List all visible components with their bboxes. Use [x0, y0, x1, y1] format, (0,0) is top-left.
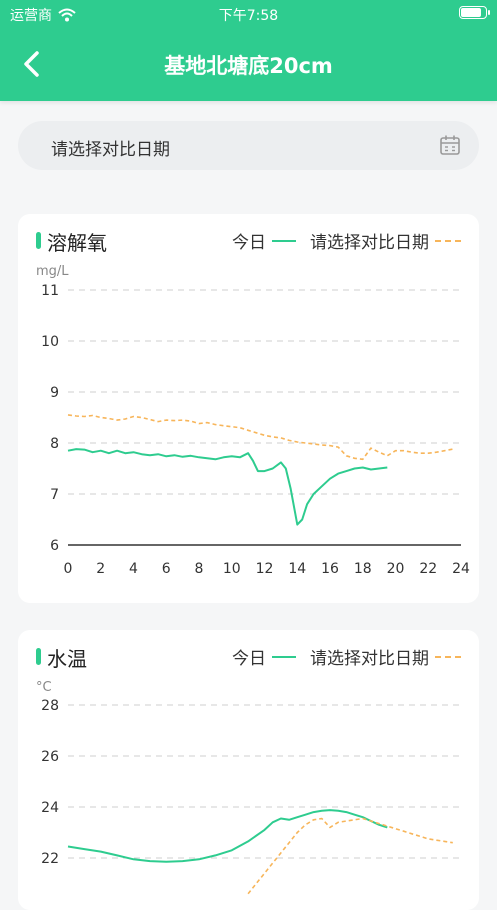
title-accent-bar	[36, 648, 41, 665]
x-tick-label: 2	[96, 561, 105, 577]
compare-date-picker[interactable]: 请选择对比日期	[18, 121, 479, 170]
chart-legend: 今日 请选择对比日期	[232, 644, 461, 669]
title-accent-bar	[36, 232, 41, 249]
x-tick-label: 8	[195, 561, 204, 577]
legend-label-compare: 请选择对比日期	[310, 649, 429, 669]
status-bar: 运营商 下午7:58	[0, 0, 497, 30]
chart-card-header: 溶解氧 今日 请选择对比日期	[18, 214, 479, 264]
x-tick-label: 16	[321, 561, 339, 577]
y-tick-label: 24	[41, 800, 59, 816]
legend-swatch-solid	[272, 655, 296, 658]
x-tick-label: 24	[452, 561, 470, 577]
app-header: 运营商 下午7:58 基地北塘底20cm	[0, 0, 497, 101]
y-tick-label: 28	[41, 698, 59, 714]
y-tick-label: 7	[50, 487, 59, 503]
nav-bar: 基地北塘底20cm	[0, 34, 497, 94]
legend-label-compare: 请选择对比日期	[310, 233, 429, 253]
x-tick-label: 20	[387, 561, 405, 577]
calendar-icon	[440, 135, 460, 155]
y-tick-label: 8	[50, 436, 59, 452]
carrier-label: 运营商	[10, 8, 52, 24]
series-line-compare	[67, 414, 453, 461]
y-unit-label: °C	[36, 680, 52, 695]
x-tick-label: 4	[129, 561, 138, 577]
legend-item-today[interactable]: 今日	[232, 644, 310, 669]
series-line-today	[67, 809, 388, 863]
y-tick-label: 9	[50, 385, 59, 401]
page-title: 基地北塘底20cm	[164, 54, 333, 78]
battery-icon	[459, 6, 490, 19]
water-temperature-chart: °C 22 24 26 28	[36, 680, 461, 895]
legend-label-today: 今日	[232, 233, 266, 253]
chart-legend: 今日 请选择对比日期	[232, 228, 461, 253]
legend-swatch-dashed	[435, 655, 461, 658]
legend-item-compare[interactable]: 请选择对比日期	[310, 644, 461, 669]
y-tick-label: 11	[41, 283, 59, 299]
x-tick-label: 22	[419, 561, 437, 577]
carrier-group: 运营商	[10, 5, 76, 25]
legend-swatch-solid	[272, 239, 296, 242]
legend-item-compare[interactable]: 请选择对比日期	[310, 228, 461, 253]
chart-title: 溶解氧	[47, 231, 107, 255]
y-tick-label: 10	[41, 334, 59, 350]
x-tick-label: 14	[288, 561, 306, 577]
chart-card-water-temperature: 水温 今日 请选择对比日期 °C 22 24 26 28	[18, 630, 479, 910]
y-tick-label: 22	[41, 851, 59, 867]
legend-item-today[interactable]: 今日	[232, 228, 310, 253]
series-line-today	[67, 448, 388, 526]
chart-card-header: 水温 今日 请选择对比日期	[18, 630, 479, 680]
chevron-left-icon	[24, 51, 39, 77]
compare-date-placeholder: 请选择对比日期	[51, 140, 170, 160]
back-button[interactable]	[12, 42, 52, 86]
y-tick-label: 6	[50, 538, 59, 554]
chart-title: 水温	[47, 647, 87, 671]
x-tick-label: 12	[256, 561, 274, 577]
x-tick-label: 10	[223, 561, 241, 577]
x-tick-label: 6	[162, 561, 171, 577]
status-time: 下午7:58	[218, 8, 279, 24]
x-tick-label: 18	[354, 561, 372, 577]
series-line-compare	[247, 817, 453, 895]
x-tick-label: 0	[64, 561, 73, 577]
y-tick-label: 26	[41, 749, 59, 765]
y-unit-label: mg/L	[36, 264, 69, 279]
wifi-icon	[58, 8, 76, 22]
legend-swatch-dashed	[435, 239, 461, 242]
legend-label-today: 今日	[232, 649, 266, 669]
chart-card-dissolved-oxygen: 溶解氧 今日 请选择对比日期 mg/L 6 7 8 9 10 11 0 2 4 6 8 10 12 14 16…	[18, 214, 479, 603]
